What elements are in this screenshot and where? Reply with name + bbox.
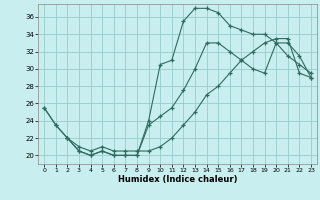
X-axis label: Humidex (Indice chaleur): Humidex (Indice chaleur) (118, 175, 237, 184)
